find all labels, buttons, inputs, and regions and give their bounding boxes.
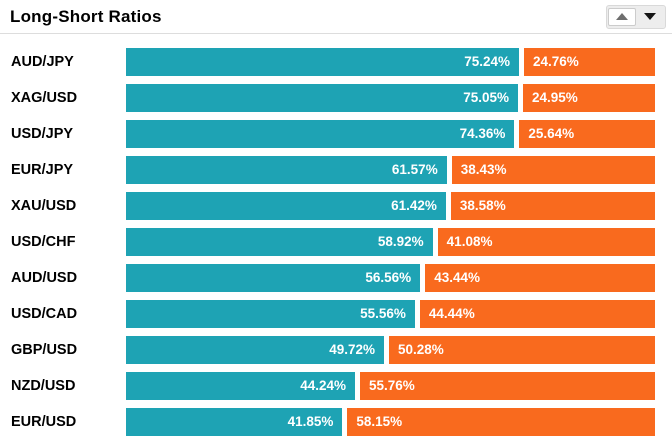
short-value: 44.44% bbox=[428, 306, 475, 321]
ratio-bar-track: 41.85% 58.15% bbox=[126, 408, 661, 442]
long-bar: 75.24% bbox=[126, 48, 526, 82]
triangle-up-icon bbox=[616, 13, 628, 20]
short-value: 24.95% bbox=[532, 90, 578, 105]
ratio-row: EUR/JPY 61.57% 38.43% bbox=[0, 156, 672, 190]
ratio-row: USD/CHF 58.92% 41.08% bbox=[0, 228, 672, 262]
ratio-bar-track: 61.42% 38.58% bbox=[126, 192, 661, 226]
long-value: 41.85% bbox=[287, 414, 334, 429]
short-value: 25.64% bbox=[528, 126, 575, 141]
page-title: Long-Short Ratios bbox=[10, 6, 162, 26]
ratio-row: EUR/USD 41.85% 58.15% bbox=[0, 408, 672, 442]
widget-header: Long-Short Ratios bbox=[0, 0, 672, 34]
long-value: 55.56% bbox=[360, 306, 406, 321]
pair-label: AUD/USD bbox=[11, 270, 78, 286]
long-bar: 49.72% bbox=[126, 336, 391, 370]
pair-label: USD/CAD bbox=[11, 306, 78, 322]
long-value: 61.42% bbox=[391, 198, 437, 213]
ratio-row: XAU/USD 61.42% 38.58% bbox=[0, 192, 672, 226]
pair-label: XAU/USD bbox=[11, 198, 77, 214]
pair-label: AUD/JPY bbox=[11, 54, 74, 70]
long-bar: 41.85% bbox=[126, 408, 349, 442]
scroll-up-button[interactable] bbox=[608, 7, 636, 26]
short-value: 50.28% bbox=[398, 342, 444, 357]
ratio-row: USD/CAD 55.56% 44.44% bbox=[0, 300, 672, 334]
ratio-row: NZD/USD 44.24% 55.76% bbox=[0, 372, 672, 406]
long-value: 58.92% bbox=[377, 234, 424, 249]
long-bar: 56.56% bbox=[126, 264, 427, 298]
long-bar: 44.24% bbox=[126, 372, 362, 406]
ratio-bar-track: 75.05% 24.95% bbox=[126, 84, 661, 118]
ratio-bar-track: 44.24% 55.76% bbox=[126, 372, 661, 406]
long-bar: 61.57% bbox=[126, 156, 453, 190]
ratio-bar-track: 74.36% 25.64% bbox=[126, 120, 661, 154]
long-value: 74.36% bbox=[459, 126, 506, 141]
short-bar: 43.44% bbox=[420, 264, 661, 298]
short-bar: 38.43% bbox=[446, 156, 661, 190]
short-value: 38.43% bbox=[460, 162, 507, 177]
short-bar: 50.28% bbox=[384, 336, 661, 370]
pair-label: GBP/USD bbox=[11, 342, 78, 358]
short-bar: 24.95% bbox=[518, 84, 661, 118]
ratio-bar-track: 75.24% 24.76% bbox=[126, 48, 661, 82]
ratio-bar-track: 58.92% 41.08% bbox=[126, 228, 661, 262]
long-value: 75.05% bbox=[463, 90, 509, 105]
long-value: 49.72% bbox=[329, 342, 376, 357]
long-value: 75.24% bbox=[464, 54, 511, 69]
pair-label: EUR/USD bbox=[11, 414, 77, 430]
triangle-down-icon bbox=[644, 13, 656, 20]
pair-label: EUR/JPY bbox=[11, 162, 74, 178]
ratio-row: AUD/USD 56.56% 43.44% bbox=[0, 264, 672, 298]
short-bar: 24.76% bbox=[519, 48, 661, 82]
pair-label: USD/CHF bbox=[11, 234, 76, 250]
short-value: 55.76% bbox=[369, 378, 415, 393]
ratio-bar-track: 55.56% 44.44% bbox=[126, 300, 661, 334]
short-bar: 41.08% bbox=[432, 228, 661, 262]
short-bar: 44.44% bbox=[414, 300, 661, 334]
scroll-down-button[interactable] bbox=[636, 8, 664, 26]
short-value: 58.15% bbox=[356, 414, 403, 429]
ratio-bar-track: 61.57% 38.43% bbox=[126, 156, 661, 190]
pair-label: XAG/USD bbox=[11, 90, 78, 106]
pair-label: USD/JPY bbox=[11, 126, 74, 142]
long-bar: 58.92% bbox=[126, 228, 439, 262]
long-bar: 55.56% bbox=[126, 300, 421, 334]
ratio-rows: AUD/JPY 75.24% 24.76% XAG/USD 75.05% 24.95% US… bbox=[0, 34, 672, 442]
ratio-row: XAG/USD 75.05% 24.95% bbox=[0, 84, 672, 118]
short-bar: 38.58% bbox=[445, 192, 661, 226]
long-bar: 74.36% bbox=[126, 120, 521, 154]
short-value: 38.58% bbox=[459, 198, 506, 213]
scroll-arrow-group bbox=[606, 4, 666, 29]
long-value: 56.56% bbox=[365, 270, 412, 285]
short-bar: 25.64% bbox=[514, 120, 661, 154]
ratio-row: GBP/USD 49.72% 50.28% bbox=[0, 336, 672, 370]
pair-label: NZD/USD bbox=[11, 378, 76, 394]
short-value: 41.08% bbox=[446, 234, 493, 249]
short-bar: 58.15% bbox=[342, 408, 661, 442]
long-value: 61.57% bbox=[391, 162, 438, 177]
ratio-row: AUD/JPY 75.24% 24.76% bbox=[0, 48, 672, 82]
ratio-bar-track: 49.72% 50.28% bbox=[126, 336, 661, 370]
short-value: 43.44% bbox=[434, 270, 480, 285]
long-bar: 61.42% bbox=[126, 192, 452, 226]
long-bar: 75.05% bbox=[126, 84, 524, 118]
ratio-bar-track: 56.56% 43.44% bbox=[126, 264, 661, 298]
long-value: 44.24% bbox=[300, 378, 347, 393]
short-bar: 55.76% bbox=[355, 372, 661, 406]
short-value: 24.76% bbox=[533, 54, 579, 69]
ratio-row: USD/JPY 74.36% 25.64% bbox=[0, 120, 672, 154]
